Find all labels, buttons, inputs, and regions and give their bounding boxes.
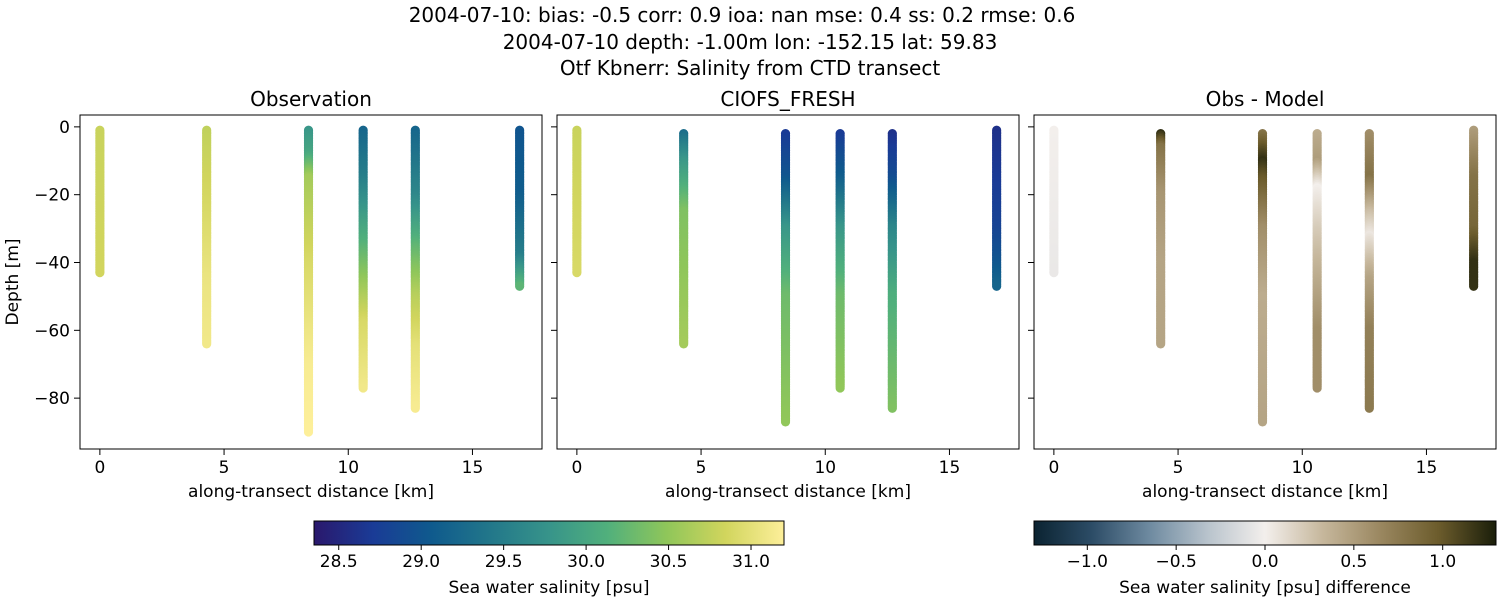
profile-1: [202, 125, 212, 349]
axes-frame: [79, 114, 543, 450]
data-point: [358, 383, 368, 393]
y-axis-label: Depth [m]: [3, 238, 23, 325]
data-point: [1049, 268, 1059, 278]
profile-5: [1469, 125, 1479, 291]
data-point: [780, 417, 791, 427]
data-point: [679, 339, 689, 349]
data-point: [515, 281, 525, 291]
colorbar-tick-label: 31.0: [732, 552, 770, 572]
x-tick-label: 10: [1291, 458, 1313, 478]
figure-title-line-2: 2004-07-10 depth: -1.00m lon: -152.15 la…: [503, 30, 998, 54]
figure-title-line-3: Otf Kbnerr: Salinity from CTD transect: [560, 56, 941, 80]
scatter-points: [95, 125, 525, 437]
model-panel: 0 5 10 15 CIOFS_FRESH along-transect distance…: [551, 87, 1020, 502]
x-tick-label: 0: [571, 458, 582, 478]
panel-title: Obs - Model: [1206, 87, 1325, 111]
data-point: [410, 403, 420, 413]
data-point: [572, 268, 582, 278]
scatter-points: [1049, 125, 1479, 427]
x-tick-label: 0: [1048, 458, 1059, 478]
colorbar-label: Sea water salinity [psu]: [449, 578, 650, 598]
colorbar-gradient: [313, 520, 785, 546]
data-point: [1257, 417, 1268, 427]
x-axis-label: along-transect distance [km]: [1142, 482, 1388, 502]
data-point: [1469, 281, 1479, 291]
profile-4: [887, 129, 897, 413]
profile-5: [515, 125, 525, 291]
colorbar-gradient: [1033, 520, 1497, 546]
data-point: [1312, 383, 1322, 393]
profile-3: [1312, 129, 1322, 393]
axes-frame: [556, 114, 1020, 450]
data-point: [835, 383, 845, 393]
figure-title-line-1: 2004-07-10: bias: -0.5 corr: 0.9 ioa: na…: [409, 3, 1076, 27]
profile-2: [780, 129, 791, 427]
y-tick-label: 0: [59, 118, 70, 138]
observation-panel: 0 5 10 15 0 −20 −40 −60 −80 Observation along-tran…: [3, 87, 543, 502]
profile-0: [1049, 125, 1059, 278]
profile-3: [835, 129, 845, 393]
x-tick-label: 5: [1173, 458, 1184, 478]
x-tick-label: 5: [219, 458, 230, 478]
x-tick-label: 10: [814, 458, 836, 478]
colorbar-tick-label: 28.5: [320, 552, 358, 572]
y-tick-label: −40: [34, 254, 70, 274]
colorbar-tick-label: −0.5: [1156, 552, 1197, 572]
axes-frame: [1033, 114, 1497, 450]
data-point: [95, 268, 105, 278]
profile-0: [95, 125, 105, 278]
colorbar-tick-label: −1.0: [1067, 552, 1108, 572]
profile-4: [410, 125, 420, 413]
profile-1: [679, 129, 689, 349]
panel-title: Observation: [250, 87, 372, 111]
colorbar-tick-label: 29.0: [402, 552, 440, 572]
profile-2: [303, 125, 314, 437]
x-tick-label: 5: [696, 458, 707, 478]
x-axis-label: along-transect distance [km]: [188, 482, 434, 502]
difference-panel: 0 5 10 15 Obs - Model along-transect distance…: [1028, 87, 1497, 502]
scatter-points: [572, 125, 1002, 427]
data-point: [1364, 403, 1374, 413]
data-point: [992, 281, 1002, 291]
y-tick-label: −80: [34, 389, 70, 409]
profile-2: [1257, 129, 1268, 427]
x-tick-label: 15: [939, 458, 961, 478]
x-axis-label: along-transect distance [km]: [665, 482, 911, 502]
colorbar-tick-label: 30.5: [650, 552, 688, 572]
y-tick-label: −20: [34, 186, 70, 206]
colorbar-tick-label: 0.0: [1251, 552, 1278, 572]
data-point: [1156, 339, 1166, 349]
profile-3: [358, 125, 368, 393]
x-tick-label: 15: [462, 458, 484, 478]
y-tick-label: −60: [34, 321, 70, 341]
profile-4: [1364, 129, 1374, 413]
colorbar-tick-label: 30.0: [567, 552, 605, 572]
profile-1: [1156, 129, 1166, 349]
data-point: [202, 339, 212, 349]
data-point: [887, 403, 897, 413]
colorbar-tick-label: 0.5: [1340, 552, 1367, 572]
profile-5: [992, 125, 1002, 291]
x-tick-label: 10: [337, 458, 359, 478]
colorbar-tick-label: 1.0: [1429, 552, 1456, 572]
profile-0: [572, 125, 582, 278]
data-point: [303, 427, 314, 437]
colorbar-label: Sea water salinity [psu] difference: [1119, 578, 1411, 598]
x-tick-label: 0: [94, 458, 105, 478]
x-tick-label: 15: [1416, 458, 1438, 478]
colorbar-tick-label: 29.5: [485, 552, 523, 572]
difference-colorbar: −1.0 −0.5 0.0 0.5 1.0 Sea water salinity [psu…: [1033, 520, 1497, 598]
panel-title: CIOFS_FRESH: [720, 87, 855, 111]
salinity-colorbar: 28.5 29.0 29.5 30.0 30.5 31.0 Sea water salini…: [313, 520, 785, 598]
